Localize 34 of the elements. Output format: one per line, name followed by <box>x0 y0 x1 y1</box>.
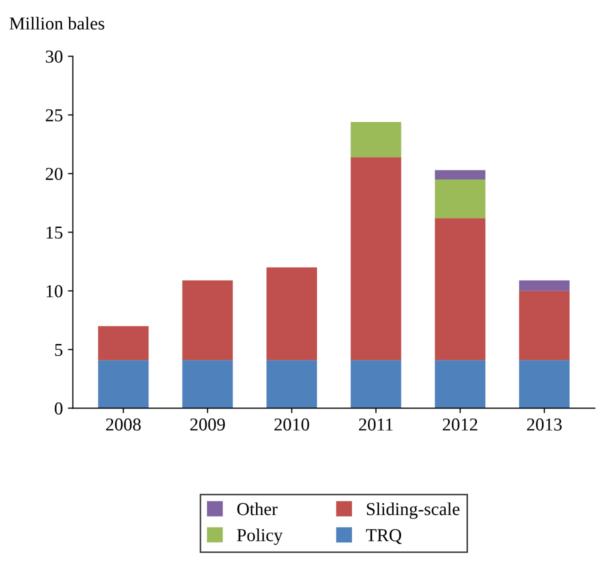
bar <box>519 280 570 291</box>
y-tick-label: 10 <box>46 285 62 298</box>
x-tick-label: 2011 <box>359 418 393 431</box>
bar <box>182 360 233 408</box>
bar <box>182 280 233 360</box>
y-tick-label: 15 <box>46 226 62 239</box>
bar <box>350 360 402 408</box>
bar <box>434 170 486 180</box>
bar <box>266 360 318 408</box>
x-tick-label: 2012 <box>442 418 478 431</box>
x-tick-label: 2008 <box>106 418 141 431</box>
bar <box>350 157 402 360</box>
y-axis-title: Million bales <box>10 16 104 30</box>
legend-label: Policy <box>237 528 283 545</box>
x-tick-label: 2013 <box>527 418 562 431</box>
bar <box>434 218 486 360</box>
bar <box>519 360 570 408</box>
y-tick-label: 0 <box>54 402 62 415</box>
legend-label: Sliding-scale <box>366 502 460 519</box>
bar <box>434 179 486 218</box>
y-tick-label: 20 <box>46 168 62 180</box>
y-tick-label: 30 <box>46 50 62 63</box>
x-tick-label: 2010 <box>274 418 310 431</box>
legend-label: Other <box>237 502 278 516</box>
bar <box>434 360 486 408</box>
y-tick-label: 25 <box>46 109 62 122</box>
bar <box>98 326 149 360</box>
y-tick-label: 5 <box>55 344 62 356</box>
bar <box>350 122 402 158</box>
bar <box>519 290 570 360</box>
legend-label: TRQ <box>366 529 402 544</box>
bar <box>266 267 318 360</box>
x-tick-label: 2009 <box>190 418 225 431</box>
bar <box>98 360 149 408</box>
